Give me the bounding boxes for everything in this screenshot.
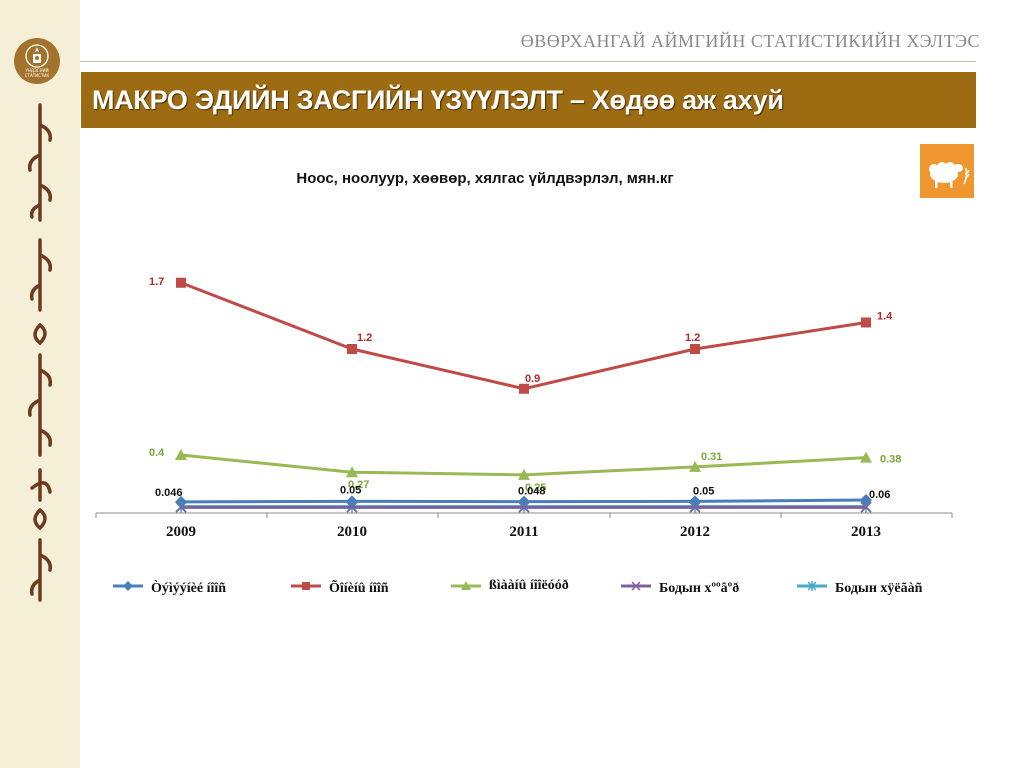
data-label: 0.9 (525, 373, 540, 385)
legend-marker (807, 581, 817, 591)
data-label: 1.4 (877, 311, 893, 323)
legend-marker (302, 582, 310, 590)
legend-marker (123, 581, 133, 591)
legend-label: Бодын хººâºð (659, 580, 739, 596)
x-tick-label: 2011 (509, 524, 538, 540)
data-point (860, 451, 872, 463)
emblem-text-1: ҮНДЭСНИЙ (25, 68, 49, 73)
data-label: 0.06 (869, 489, 890, 501)
data-label: 0.27 (348, 479, 369, 491)
data-label: 0.25 (525, 482, 546, 494)
data-point (860, 501, 872, 513)
data-label: 1.7 (149, 276, 164, 288)
data-label: 1.2 (357, 332, 372, 344)
data-point (690, 344, 700, 354)
page-title: МАКРО ЭДИЙН ЗАСГИЙН ҮЗҮҮЛЭЛТ – Хөдөө аж … (81, 72, 976, 128)
legend-label: Õîíèíû íîîñ (329, 578, 389, 596)
mongolian-script-decoration (27, 103, 53, 602)
x-tick-label: 2010 (337, 524, 367, 540)
data-label: 0.046 (155, 487, 183, 499)
data-label: 0.048 (518, 486, 546, 498)
legend-marker (461, 581, 471, 590)
data-point (518, 468, 530, 480)
sheep-icon (920, 144, 974, 198)
data-point (346, 466, 358, 478)
data-point (689, 460, 701, 472)
data-point (518, 495, 530, 508)
data-point (176, 277, 186, 288)
data-point (519, 383, 529, 394)
data-point (175, 495, 187, 508)
x-tick-label: 2013 (851, 524, 881, 540)
header-divider (80, 61, 976, 62)
data-point (346, 495, 358, 508)
data-point (175, 449, 187, 460)
legend-marker (631, 581, 641, 591)
chart-title: Ноос, ноолуур, хөөвөр, хялгас үйлдвэрлэл… (296, 170, 673, 187)
data-point (860, 494, 872, 507)
data-point (689, 495, 701, 508)
series-line (180, 281, 867, 391)
organization-title: ӨВӨРХАНГАЙ АЙМГИЙН СТАТИСТИКИЙН ХЭЛТЭС (520, 31, 980, 51)
x-tick-label: 2009 (166, 524, 196, 540)
data-point (861, 317, 871, 328)
emblem-text-2: СТАТИСТИК (24, 73, 50, 78)
data-label: 0.31 (701, 451, 722, 463)
data-point (347, 344, 357, 354)
legend-label: Бодын хÿëãàñ (835, 581, 923, 596)
data-label: 0.05 (693, 485, 714, 497)
data-label: 1.2 (685, 332, 700, 344)
sidebar-strip: ҮНДЭСНИЙ СТАТИСТИК (0, 0, 80, 768)
data-label: 0.05 (340, 484, 361, 496)
legend-label: Òýìýýíèé íîîñ (151, 579, 226, 596)
x-tick-label: 2012 (680, 524, 710, 540)
data-label: 0.38 (880, 454, 901, 466)
legend-label: ßìààíû íîîëóóð (489, 577, 569, 593)
state-emblem-icon: ҮНДЭСНИЙ СТАТИСТИК (14, 38, 60, 84)
data-label: 0.4 (149, 447, 165, 459)
